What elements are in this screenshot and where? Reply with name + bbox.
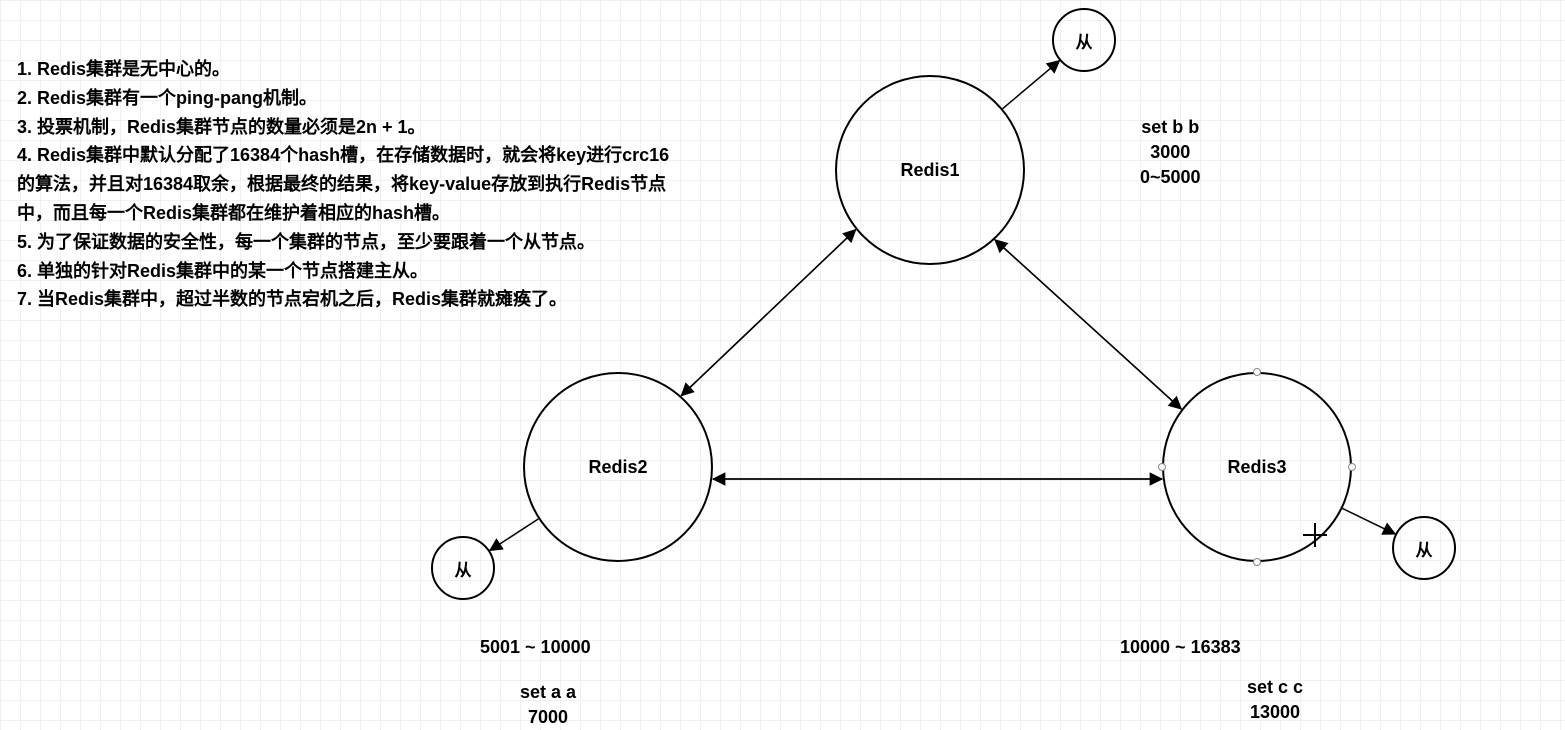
node-slave2[interactable]: 从 (431, 536, 495, 600)
edge-redis2-redis1 (681, 230, 855, 396)
edge-redis3-redis1 (995, 240, 1181, 409)
node-redis3[interactable]: Redis3 (1162, 372, 1352, 562)
node-slave1[interactable]: 从 (1052, 8, 1116, 72)
edge-redis1-redis3 (995, 240, 1181, 409)
node-redis1[interactable]: Redis1 (835, 75, 1025, 265)
label-setbb: set b b30000~5000 (1140, 115, 1201, 191)
edge-redis2-slave2 (490, 519, 539, 551)
connection-point[interactable] (1348, 463, 1356, 471)
description-text: 1. Redis集群是无中心的。 2. Redis集群有一个ping-pang机… (17, 55, 669, 314)
connection-point[interactable] (1158, 463, 1166, 471)
edge-redis3-slave3 (1342, 508, 1395, 534)
label-seta: set a a7000 (520, 680, 576, 730)
connection-point[interactable] (1253, 368, 1261, 376)
edge-redis1-redis2 (681, 230, 855, 396)
edge-redis1-slave1 (1003, 61, 1060, 109)
connection-point[interactable] (1253, 558, 1261, 566)
label-range2: 5001 ~ 10000 (480, 635, 591, 660)
label-range3: 10000 ~ 16383 (1120, 635, 1241, 660)
node-slave3[interactable]: 从 (1392, 516, 1456, 580)
node-redis2[interactable]: Redis2 (523, 372, 713, 562)
